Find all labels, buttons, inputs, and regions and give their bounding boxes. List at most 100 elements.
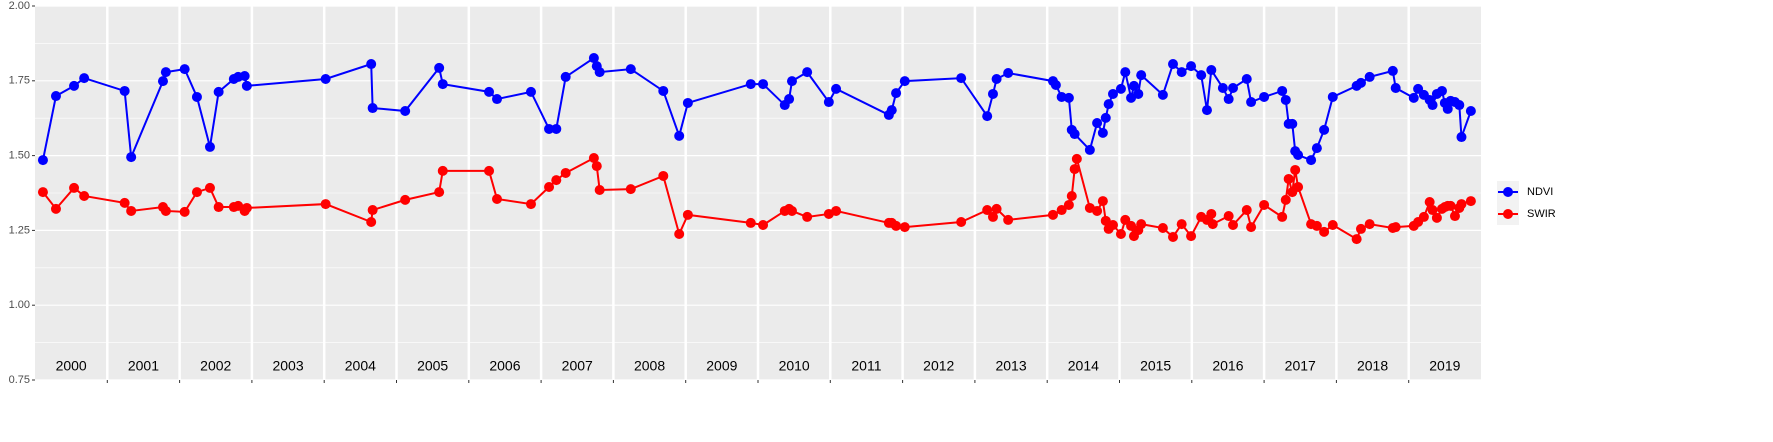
point [551,123,562,134]
point [160,67,171,78]
year-label: 2015 [1140,358,1171,374]
point [69,80,80,91]
point [786,205,797,216]
point [1293,182,1304,193]
point [591,161,602,172]
point [1319,226,1330,237]
point [758,220,769,231]
point [1168,59,1179,70]
point [1277,85,1288,96]
point [745,217,756,228]
point [437,79,448,90]
point [1355,77,1366,88]
legend-label: NDVI [1527,186,1553,198]
point [1355,223,1366,234]
point [625,184,636,195]
point [1424,196,1435,207]
year-label: 2005 [417,358,448,374]
point [126,205,137,216]
point [119,85,130,96]
point [982,111,993,122]
grid [35,5,1481,381]
point [69,182,80,193]
point [588,53,599,64]
point [594,67,605,78]
point [1327,91,1338,102]
point [1241,74,1252,85]
point [241,202,252,213]
point [1228,82,1239,93]
point [674,228,685,239]
point [886,105,897,116]
point [366,59,377,70]
point [1136,219,1147,230]
point [1427,205,1438,216]
point [191,187,202,198]
point [1465,196,1476,207]
point [1115,83,1126,94]
point [1387,65,1398,76]
point [831,205,842,216]
point [786,76,797,87]
year-label: 2016 [1212,358,1243,374]
point [1228,220,1239,231]
year-label: 2006 [489,358,520,374]
point [1107,88,1118,99]
point [1120,67,1131,78]
point [1223,94,1234,105]
point [484,86,495,97]
point [1280,194,1291,205]
point [1283,173,1294,184]
point [37,155,48,166]
point [899,222,910,233]
point [1084,144,1095,155]
year-label: 2000 [56,358,87,374]
point [1327,220,1338,231]
point [1066,190,1077,201]
point [1259,91,1270,102]
point [491,94,502,105]
year-label: 2009 [706,358,737,374]
point [891,88,902,99]
year-label: 2012 [923,358,954,374]
point [179,206,190,217]
point [802,67,813,78]
point [1201,105,1212,116]
point [1290,164,1301,175]
point [1107,220,1118,231]
point [991,203,1002,214]
y-tick-label: 2.00 [9,0,30,12]
point [784,94,795,105]
point [119,197,130,208]
point [1186,61,1197,72]
year-label: 2007 [562,358,593,374]
point [1128,80,1139,91]
point [682,97,693,108]
point [1431,212,1442,223]
point [956,217,967,228]
point [1115,228,1126,239]
point [1449,211,1460,222]
point [204,141,215,152]
point [758,79,769,90]
point [434,187,445,198]
point [1100,215,1111,226]
legend-point [1503,187,1513,197]
y-tick-label: 0.75 [9,374,30,386]
point [213,86,224,97]
point [79,190,90,201]
point [987,211,998,222]
point [1176,219,1187,230]
point [434,62,445,73]
point [1103,99,1114,110]
point [37,187,48,198]
point [484,165,495,176]
point [1207,219,1218,230]
point [1306,155,1317,166]
point [1100,112,1111,123]
point [745,79,756,90]
point [1246,222,1257,233]
point [1126,220,1137,231]
point [1097,196,1108,207]
